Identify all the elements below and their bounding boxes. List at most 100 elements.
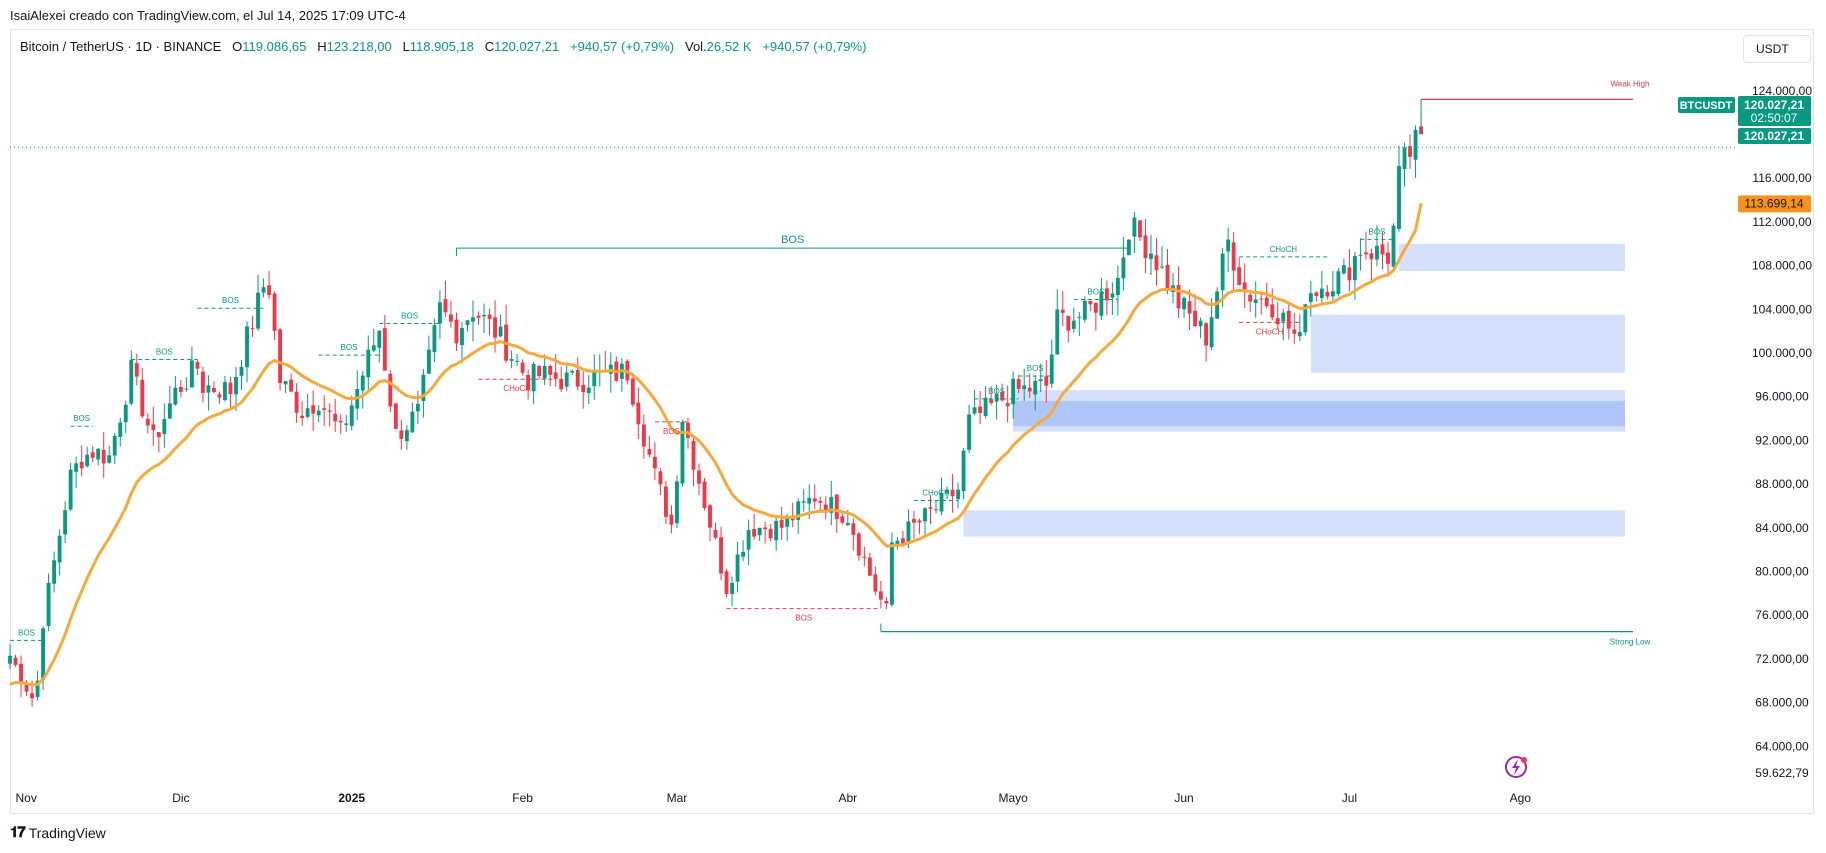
- candle-body: [388, 373, 393, 407]
- candle-body: [1077, 316, 1082, 318]
- candle-body: [1060, 309, 1065, 313]
- candle-body: [189, 360, 194, 388]
- candle-body: [636, 402, 641, 425]
- candle-body: [912, 518, 916, 523]
- structure-label: BOS: [222, 296, 239, 305]
- tradingview-logo-icon: 𝟏𝟕: [10, 824, 26, 841]
- candle-body: [1033, 380, 1038, 395]
- candle-body: [1297, 332, 1302, 337]
- candle-body: [250, 328, 255, 330]
- candle-body: [85, 454, 90, 467]
- candle-body: [1165, 264, 1170, 290]
- candle-body: [118, 422, 123, 437]
- candle-body: [377, 330, 382, 348]
- currency-selector[interactable]: USDT: [1743, 35, 1811, 63]
- candle-body: [13, 657, 18, 665]
- candle-body: [1099, 291, 1104, 316]
- candle-body: [1380, 244, 1385, 255]
- ema-badge: [1738, 195, 1811, 213]
- structure-label: BOS: [795, 614, 812, 623]
- candle-body: [867, 557, 872, 576]
- candle-body: [156, 432, 161, 438]
- structure-label: BOS: [18, 628, 35, 637]
- candle-body: [1408, 146, 1412, 157]
- symbol-name[interactable]: Bitcoin / TetherUS · 1D · BINANCE: [20, 39, 222, 54]
- candle-body: [173, 387, 178, 405]
- high-value: 123.218,00: [326, 39, 392, 54]
- x-axis-label: Feb: [512, 791, 533, 805]
- candle-body: [1352, 256, 1357, 281]
- structure-label: CHoCH: [1256, 327, 1284, 336]
- candle-body: [669, 514, 674, 525]
- candle-body: [305, 408, 310, 417]
- candle-body: [1314, 292, 1319, 296]
- candle-body: [884, 600, 889, 604]
- symbol-legend: Bitcoin / TetherUS · 1D · BINANCE O119.0…: [20, 39, 866, 54]
- candle-body: [283, 381, 288, 385]
- candle-body: [1286, 310, 1291, 329]
- candle-body: [167, 403, 172, 419]
- candle-body: [1303, 304, 1308, 333]
- volume-change-value: +940,57 (+0,79%): [762, 39, 867, 54]
- candle-body: [399, 430, 404, 439]
- candle-body: [1149, 253, 1153, 260]
- y-axis-label: 76.000,00: [1755, 608, 1809, 622]
- candle-body: [945, 489, 949, 494]
- candle-body: [575, 369, 580, 387]
- candle-body: [200, 371, 205, 393]
- candle-body: [1176, 285, 1181, 309]
- candle-body: [1397, 165, 1401, 229]
- candle-body: [735, 554, 740, 582]
- candle-body: [1187, 301, 1192, 314]
- candle-body: [41, 628, 46, 681]
- candle-body: [1330, 291, 1335, 297]
- structure-label: BOS: [781, 234, 804, 246]
- candle-body: [327, 410, 332, 412]
- candle-body: [1292, 329, 1297, 334]
- candle-body: [1391, 225, 1396, 267]
- candle-body: [1215, 291, 1220, 319]
- structure-label: BOS: [156, 348, 173, 357]
- candle-body: [586, 387, 591, 394]
- candle-body: [680, 422, 685, 484]
- low-label: L: [402, 39, 410, 54]
- y-axis-label: 64.000,00: [1755, 739, 1809, 753]
- candle-body: [1071, 320, 1076, 329]
- candle-body: [371, 345, 376, 351]
- candle-body: [1248, 294, 1253, 302]
- order-block-zone: [1013, 401, 1625, 427]
- candle-body: [994, 394, 999, 402]
- structure-label: BOS: [1369, 227, 1386, 236]
- structure-label: CHoCH: [922, 488, 950, 497]
- candle-body: [338, 420, 343, 423]
- candle-body: [774, 521, 779, 541]
- candle-body: [360, 375, 365, 391]
- candle-body: [178, 386, 183, 392]
- candle-body: [1259, 298, 1264, 300]
- candle-body: [112, 435, 117, 456]
- candle-body: [641, 424, 646, 447]
- candle-body: [145, 418, 150, 426]
- candle-body: [1347, 267, 1352, 281]
- candle-body: [559, 378, 564, 390]
- candle-body: [415, 403, 420, 412]
- y-axis-label: 96.000,00: [1755, 390, 1809, 404]
- structure-label: BOS: [1087, 287, 1104, 296]
- candle-body: [278, 329, 283, 383]
- candle-body: [686, 422, 690, 438]
- candle-body: [460, 328, 464, 345]
- candle-body: [1253, 299, 1258, 304]
- candle-body: [818, 500, 823, 503]
- candle-body: [570, 370, 575, 373]
- candle-body: [1364, 252, 1368, 255]
- candle-body: [537, 366, 542, 377]
- candle-body: [482, 314, 486, 317]
- y-axis-label: 92.000,00: [1755, 433, 1809, 447]
- candle-body: [785, 516, 790, 527]
- high-label: H: [317, 39, 327, 54]
- candle-body: [1104, 288, 1109, 301]
- order-block-zone: [1399, 243, 1625, 272]
- candle-body: [68, 469, 73, 510]
- candle-body: [256, 292, 260, 329]
